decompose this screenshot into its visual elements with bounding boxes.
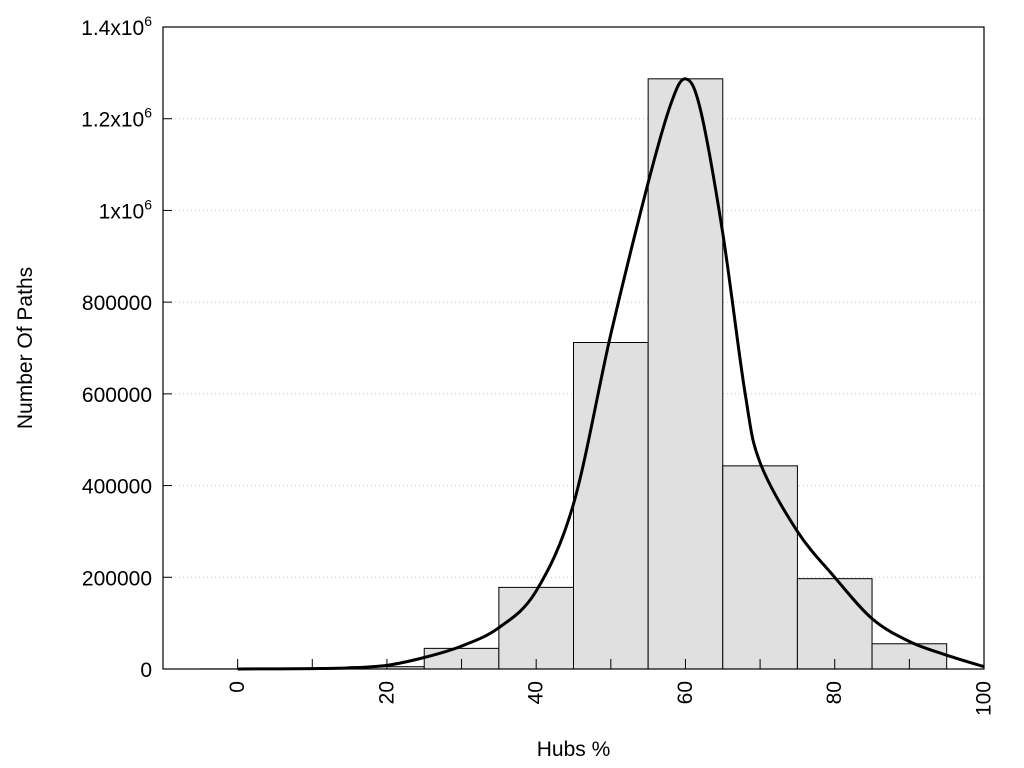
y-tick-label: 600000 (82, 384, 152, 407)
x-tick-label: 60 (674, 681, 697, 704)
plot-frame (162, 26, 985, 670)
fitted-curve (237, 77, 985, 671)
y-tick-labels: 0 200000 400000 600000 800000 1x106 1.2x106 1.4… (81, 13, 152, 682)
y-tick-label: 800000 (82, 292, 152, 315)
x-tick-label: 100 (973, 681, 996, 716)
histogram-bars (199, 78, 948, 670)
histogram-bar (796, 578, 873, 670)
histogram-bar (722, 465, 798, 670)
histogram-bar (573, 341, 649, 670)
x-tick-label: 40 (525, 681, 548, 704)
x-tick-label: 0 (226, 681, 249, 693)
x-tick-labels: 0 20 40 60 80 100 (226, 681, 995, 716)
x-tick-label: 80 (823, 681, 846, 704)
y-tick-marks (163, 26, 172, 670)
histogram-bar (647, 78, 724, 670)
histogram-bar (498, 586, 575, 670)
y-tick-label: 1.2x106 (81, 105, 152, 132)
y-tick-label: 400000 (82, 476, 152, 499)
y-tick-label: 1.4x106 (81, 13, 152, 40)
y-tick-label: 200000 (82, 567, 152, 590)
x-axis-label: Hubs % (537, 738, 611, 761)
y-axis-label: Number Of Paths (14, 267, 37, 429)
y-tick-label: 1x106 (99, 196, 153, 223)
grid-lines (163, 118, 984, 578)
x-tick-label: 20 (375, 681, 398, 704)
y-tick-label: 0 (140, 659, 152, 682)
